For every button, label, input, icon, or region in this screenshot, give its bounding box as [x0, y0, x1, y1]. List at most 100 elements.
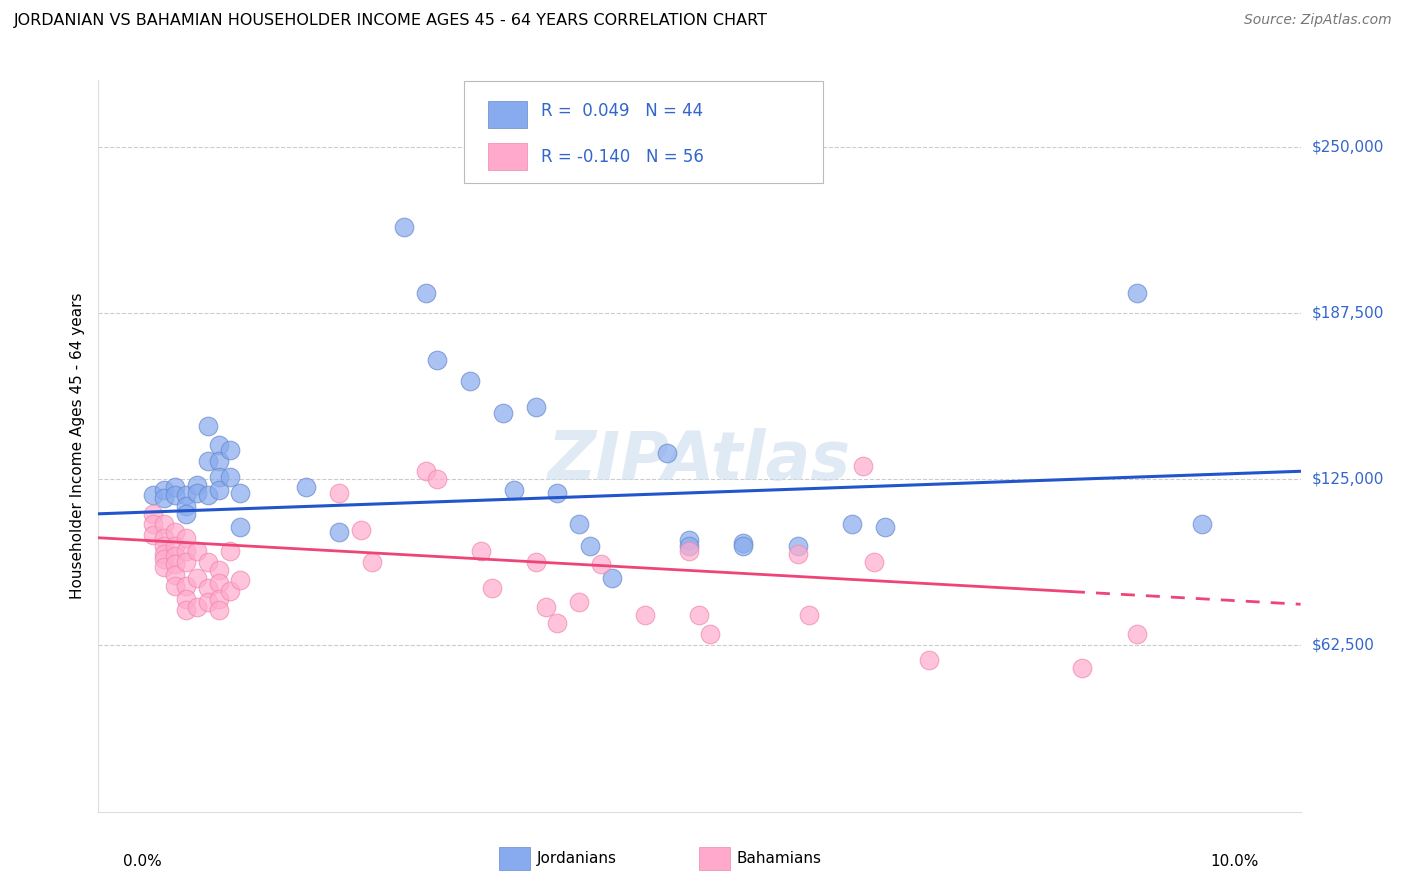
Point	[153, 517, 176, 532]
Point	[229, 574, 252, 588]
Point	[863, 555, 886, 569]
Point	[163, 579, 186, 593]
Point	[197, 555, 219, 569]
Point	[470, 544, 492, 558]
Point	[153, 491, 176, 505]
Point	[208, 483, 231, 497]
Point	[163, 525, 186, 540]
Text: ZIPAtlas: ZIPAtlas	[548, 427, 851, 493]
Point	[678, 539, 700, 553]
Point	[197, 488, 219, 502]
Point	[218, 469, 240, 483]
Point	[174, 488, 197, 502]
Point	[174, 531, 197, 545]
Point	[1125, 626, 1147, 640]
Point	[218, 544, 240, 558]
Point	[208, 576, 231, 591]
Point	[797, 607, 820, 622]
Point	[186, 544, 208, 558]
Point	[218, 442, 240, 457]
Point	[208, 563, 231, 577]
Point	[153, 483, 176, 497]
Point	[208, 453, 231, 467]
Point	[174, 499, 197, 513]
Text: $250,000: $250,000	[1312, 139, 1384, 154]
Point	[163, 539, 186, 553]
Point	[174, 544, 197, 558]
Point	[579, 539, 602, 553]
Point	[197, 582, 219, 596]
Text: JORDANIAN VS BAHAMIAN HOUSEHOLDER INCOME AGES 45 - 64 YEARS CORRELATION CHART: JORDANIAN VS BAHAMIAN HOUSEHOLDER INCOME…	[14, 13, 768, 29]
Point	[394, 219, 416, 234]
Point	[415, 286, 437, 301]
Point	[174, 591, 197, 606]
Point	[875, 520, 897, 534]
Point	[492, 406, 515, 420]
Point	[229, 485, 252, 500]
Point	[174, 555, 197, 569]
Point	[208, 438, 231, 452]
Point	[208, 591, 231, 606]
Point	[197, 453, 219, 467]
Point	[163, 568, 186, 582]
Point	[1191, 517, 1213, 532]
Point	[568, 517, 591, 532]
Point	[153, 560, 176, 574]
Point	[600, 571, 623, 585]
Point	[426, 472, 449, 486]
Point	[481, 582, 503, 596]
Point	[688, 607, 710, 622]
Text: Source: ZipAtlas.com: Source: ZipAtlas.com	[1244, 13, 1392, 28]
Point	[678, 544, 700, 558]
Point	[174, 579, 197, 593]
Point	[142, 517, 165, 532]
Point	[591, 558, 613, 572]
Point	[208, 602, 231, 616]
Point	[360, 555, 382, 569]
Point	[186, 599, 208, 614]
Point	[502, 483, 524, 497]
Text: 10.0%: 10.0%	[1211, 855, 1260, 870]
Point	[655, 445, 678, 459]
Point	[415, 464, 437, 478]
Point	[1125, 286, 1147, 301]
Text: $62,500: $62,500	[1312, 638, 1375, 653]
Point	[142, 488, 165, 502]
Point	[186, 571, 208, 585]
Point	[786, 539, 808, 553]
Text: R =  0.049   N = 44: R = 0.049 N = 44	[541, 103, 703, 120]
Point	[328, 485, 350, 500]
Point	[142, 528, 165, 542]
Point	[733, 536, 755, 550]
Y-axis label: Householder Income Ages 45 - 64 years: Householder Income Ages 45 - 64 years	[70, 293, 86, 599]
Point	[153, 552, 176, 566]
Point	[174, 507, 197, 521]
Point	[1071, 661, 1094, 675]
Point	[350, 523, 373, 537]
Point	[163, 549, 186, 564]
Point	[852, 458, 875, 473]
Point	[163, 480, 186, 494]
Point	[786, 547, 808, 561]
Text: Jordanians: Jordanians	[537, 852, 617, 866]
Point	[163, 558, 186, 572]
Point	[186, 485, 208, 500]
Point	[918, 653, 941, 667]
Point	[163, 488, 186, 502]
Point	[536, 599, 558, 614]
Point	[546, 485, 568, 500]
Point	[568, 594, 591, 608]
Point	[153, 539, 176, 553]
Point	[733, 539, 755, 553]
Point	[218, 584, 240, 599]
Point	[328, 525, 350, 540]
Text: $187,500: $187,500	[1312, 306, 1384, 320]
Point	[524, 555, 547, 569]
Point	[699, 626, 721, 640]
Point	[841, 517, 863, 532]
Point	[426, 352, 449, 367]
Point	[546, 615, 568, 630]
Point	[174, 602, 197, 616]
Text: Bahamians: Bahamians	[737, 852, 821, 866]
Point	[524, 401, 547, 415]
